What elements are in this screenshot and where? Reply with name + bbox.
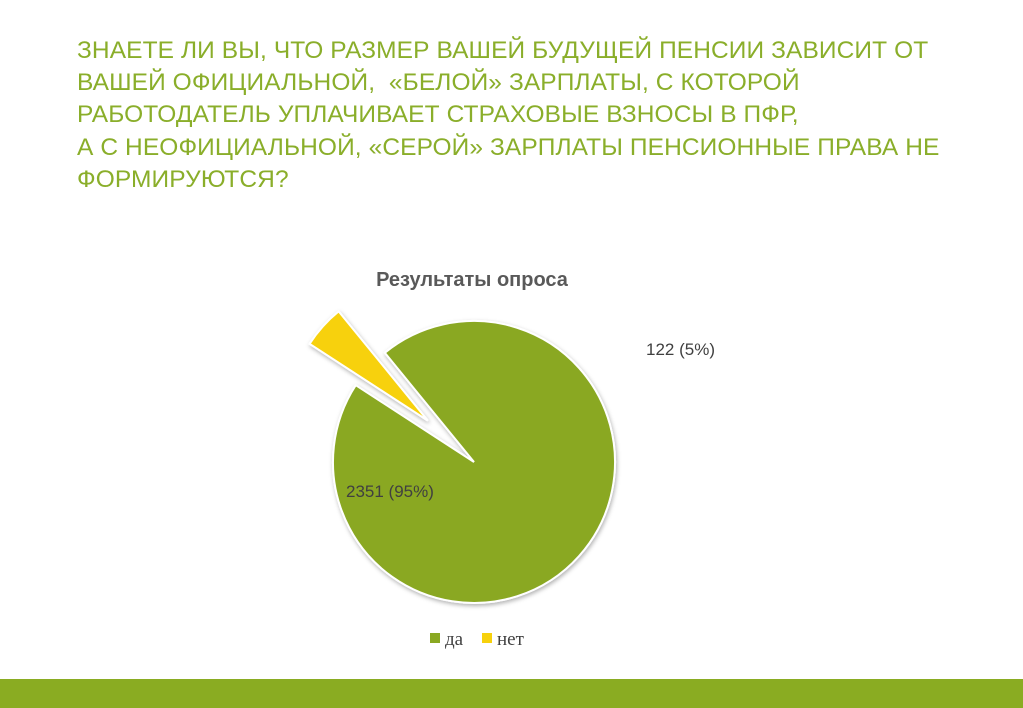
chart-title: Результаты опроса xyxy=(376,269,569,291)
pie-chart: Результаты опроса 2351 (95%) 122 (5%) да… xyxy=(308,269,715,650)
legend-swatch-net xyxy=(482,633,492,643)
heading-line-4: А С НЕОФИЦИАЛЬНОЙ, «СЕРОЙ» ЗАРПЛАТЫ ПЕНС… xyxy=(77,133,940,161)
heading-line-2: ВАШЕЙ ОФИЦИАЛЬНОЙ, «БЕЛОЙ» ЗАРПЛАТЫ, С К… xyxy=(77,69,800,97)
footer-bar xyxy=(0,679,1023,708)
heading-line-1: ЗНАЕТЕ ЛИ ВЫ, ЧТО РАЗМЕР ВАШЕЙ БУДУЩЕЙ П… xyxy=(77,37,929,64)
data-label-net: 122 (5%) xyxy=(646,340,715,359)
data-label-da: 2351 (95%) xyxy=(346,482,434,501)
pie-slice-net xyxy=(308,310,429,422)
chart-legend: да нет xyxy=(430,629,525,650)
legend-swatch-da xyxy=(430,633,440,643)
heading-line-3: РАБОТОДАТЕЛЬ УПЛАЧИВАЕТ СТРАХОВЫЕ ВЗНОСЫ… xyxy=(77,101,799,129)
pie-slice-da xyxy=(332,320,616,605)
legend-label-net: нет xyxy=(497,629,525,650)
heading-line-5: ФОРМИРУЮТСЯ? xyxy=(77,165,289,193)
page-heading: ЗНАЕТЕ ЛИ ВЫ, ЧТО РАЗМЕР ВАШЕЙ БУДУЩЕЙ П… xyxy=(77,35,997,196)
legend-label-da: да xyxy=(445,629,464,650)
pie-slices xyxy=(308,310,616,605)
